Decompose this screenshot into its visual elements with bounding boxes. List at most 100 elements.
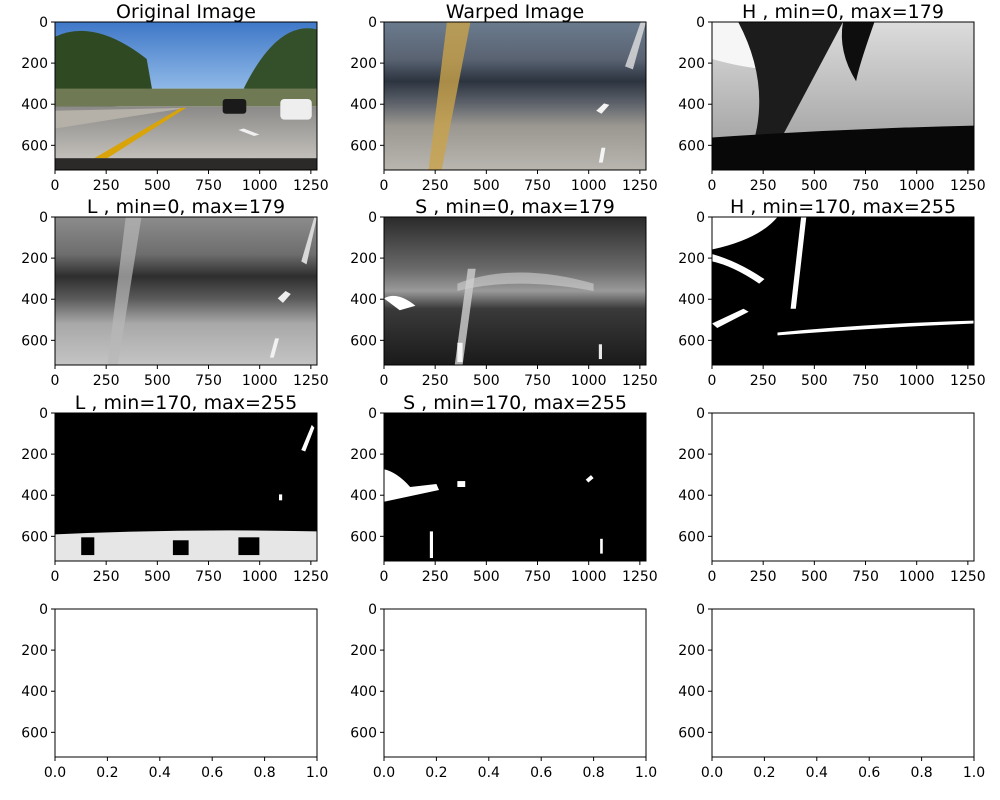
- x-tick-label: 0: [380, 178, 389, 194]
- lightness-bin-gap-b: [172, 540, 189, 556]
- x-tick-label: 1250: [622, 569, 658, 585]
- warped-field: [384, 22, 646, 170]
- barrier-left: [55, 107, 186, 129]
- image-content: [384, 609, 646, 757]
- y-tick-label: 0: [39, 406, 48, 422]
- x-tick-label: 500: [144, 178, 171, 194]
- hue-bin-streak: [712, 254, 765, 284]
- hue-bin-corner: [712, 217, 778, 250]
- axes-frame: [54, 608, 318, 758]
- x-tick-label: 0: [708, 178, 717, 194]
- image-content: [55, 217, 317, 365]
- white-car: [280, 98, 312, 120]
- x-tick-label: 0.8: [582, 765, 604, 781]
- x-tick-label: 500: [473, 569, 500, 585]
- subplot-11: 0.0 0.2 0.4 0.6 0.8 1.0 0 200 400 600: [350, 602, 657, 781]
- y-tick-label: 600: [350, 138, 377, 154]
- x-tick-label: 0.4: [149, 765, 171, 781]
- warped-yellow-line: [428, 22, 471, 170]
- subplot-1: 0 250 500 750 1000 1250 0 200 400 600 Original Ima…: [21, 1, 328, 194]
- x-tick-label: 0: [51, 178, 60, 194]
- subplot-10: 0.0 0.2 0.4 0.6 0.8 1.0 0 200 400 600: [21, 602, 328, 781]
- axes-frame: [54, 216, 318, 366]
- x-tick-label: 1250: [622, 373, 658, 389]
- x-tick-label: 750: [195, 569, 222, 585]
- y-tick-label: 400: [350, 292, 377, 308]
- yellow-lane-line: [94, 107, 186, 159]
- hills-region: [55, 88, 317, 107]
- image-content: [712, 413, 974, 561]
- x-tick-label: 0: [708, 569, 717, 585]
- x-tick-label: 0.2: [753, 765, 775, 781]
- y-tick-label: 200: [678, 56, 705, 72]
- x-tick-label: 250: [93, 178, 120, 194]
- x-tick-label: 1250: [293, 178, 329, 194]
- x-tick-label: 0.6: [201, 765, 223, 781]
- subplot-title: L , min=0, max=179: [87, 196, 285, 218]
- x-tick-label: 0.4: [806, 765, 828, 781]
- x-tick-label: 750: [524, 569, 551, 585]
- axes-frame: [711, 216, 975, 366]
- blank-area: [384, 609, 646, 757]
- warped-dash-far: [625, 22, 646, 70]
- axes-frame: [711, 608, 975, 758]
- x-tick-label: 750: [852, 569, 879, 585]
- x-tick-label: 1000: [899, 178, 935, 194]
- x-tick-label: 250: [93, 569, 120, 585]
- x-tick-label: 750: [852, 373, 879, 389]
- y-tick-label: 600: [678, 333, 705, 349]
- y-tick-label: 400: [350, 97, 377, 113]
- subplot-5: 0 250 500 750 1000 1250 0 200 400 600 S , min=0, m…: [350, 196, 657, 389]
- x-tick-label: 1000: [571, 178, 607, 194]
- image-content: [712, 217, 974, 365]
- subplot-title: Original Image: [116, 1, 256, 23]
- subplot-title: H , min=0, max=179: [742, 1, 944, 23]
- x-tick-label: 1000: [242, 178, 278, 194]
- black-car: [222, 98, 247, 114]
- blank-area: [712, 609, 974, 757]
- y-tick-label: 0: [368, 406, 377, 422]
- y-tick-label: 400: [350, 488, 377, 504]
- axes-frame: [711, 412, 975, 562]
- y-tick-label: 400: [21, 97, 48, 113]
- y-tick-label: 600: [678, 529, 705, 545]
- subplot-title: S , min=0, max=179: [415, 196, 615, 218]
- subplot-4: 0 250 500 750 1000 1250 0 200 400 600 L , min=0, m…: [21, 196, 328, 389]
- y-tick-label: 200: [21, 251, 48, 267]
- subplot-9: 0 250 500 750 1000 1250 0 200 400 600: [678, 406, 985, 585]
- axes-frame: [383, 216, 647, 366]
- x-tick-label: 0.6: [530, 765, 552, 781]
- x-tick-label: 250: [422, 569, 449, 585]
- y-tick-label: 0: [39, 602, 48, 618]
- x-tick-label: 500: [473, 178, 500, 194]
- saturation-bin-far: [585, 475, 594, 483]
- x-tick-label: 250: [422, 373, 449, 389]
- x-tick-label: 1250: [622, 178, 658, 194]
- lightness-bin-dash-far: [301, 424, 315, 452]
- y-tick-label: 0: [39, 15, 48, 31]
- y-tick-label: 400: [21, 684, 48, 700]
- x-tick-label: 0.6: [858, 765, 880, 781]
- subplot-8: 0 250 500 750 1000 1250 0 200 400 600 S , min=170,…: [350, 392, 657, 585]
- y-tick-label: 200: [21, 447, 48, 463]
- saturation-bin-dash: [600, 538, 603, 554]
- axes-frame: [383, 21, 647, 171]
- binary-field: [712, 217, 974, 365]
- x-tick-label: 0.2: [425, 765, 447, 781]
- y-tick-label: 600: [678, 138, 705, 154]
- x-tick-label: 500: [144, 569, 171, 585]
- y-tick-label: 600: [21, 333, 48, 349]
- hue-dark-streak: [738, 22, 843, 170]
- y-tick-label: 0: [696, 15, 705, 31]
- subplot-title: S , min=170, max=255: [403, 392, 627, 414]
- hue-bin-lower-left: [712, 308, 749, 328]
- image-content: [712, 609, 974, 757]
- y-tick-label: 600: [21, 529, 48, 545]
- y-tick-label: 200: [21, 56, 48, 72]
- lightness-bin-gap-c: [238, 537, 260, 556]
- x-tick-label: 750: [195, 178, 222, 194]
- x-tick-label: 0.8: [253, 765, 275, 781]
- x-tick-label: 0: [708, 373, 717, 389]
- subplot-6: 0 250 500 750 1000 1250 0 200 400 600 H , min=170,…: [678, 196, 985, 389]
